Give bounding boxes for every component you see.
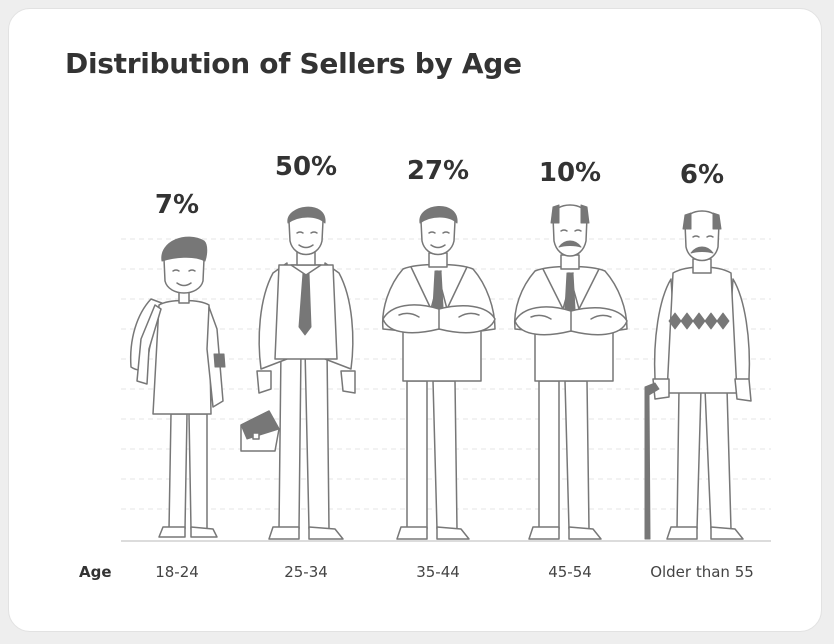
age-figure-45-54 bbox=[513, 204, 628, 540]
age-figure-18-24 bbox=[129, 236, 226, 538]
category-label-45-54: 45-54 bbox=[548, 563, 592, 581]
value-label-35-44: 27% bbox=[407, 156, 469, 186]
category-label-older-than-55: Older than 55 bbox=[650, 563, 754, 581]
value-labels: 7% 50% 27% 10% 6% bbox=[155, 152, 724, 220]
category-labels: 18-24 25-34 35-44 45-54 Older than 55 bbox=[155, 563, 754, 581]
category-label-25-34: 25-34 bbox=[284, 563, 328, 581]
category-label-18-24: 18-24 bbox=[155, 563, 199, 581]
value-label-45-54: 10% bbox=[539, 158, 601, 188]
category-label-35-44: 35-44 bbox=[416, 563, 460, 581]
value-label-25-34: 50% bbox=[275, 152, 337, 182]
age-figure-older-than-55 bbox=[644, 210, 752, 540]
chart-title: Distribution of Sellers by Age bbox=[65, 47, 522, 80]
x-axis-label: Age bbox=[79, 563, 112, 581]
age-figure-25-34 bbox=[240, 206, 356, 540]
value-label-18-24: 7% bbox=[155, 190, 199, 220]
chart-plot: 7% 50% 27% 10% 6% 18-24 25-34 35-44 45-54 Older … bbox=[79, 152, 771, 581]
value-label-older-than-55: 6% bbox=[680, 160, 724, 190]
chart-card: Distribution of Sellers by Age bbox=[8, 8, 822, 632]
age-figure-35-44 bbox=[381, 206, 496, 540]
